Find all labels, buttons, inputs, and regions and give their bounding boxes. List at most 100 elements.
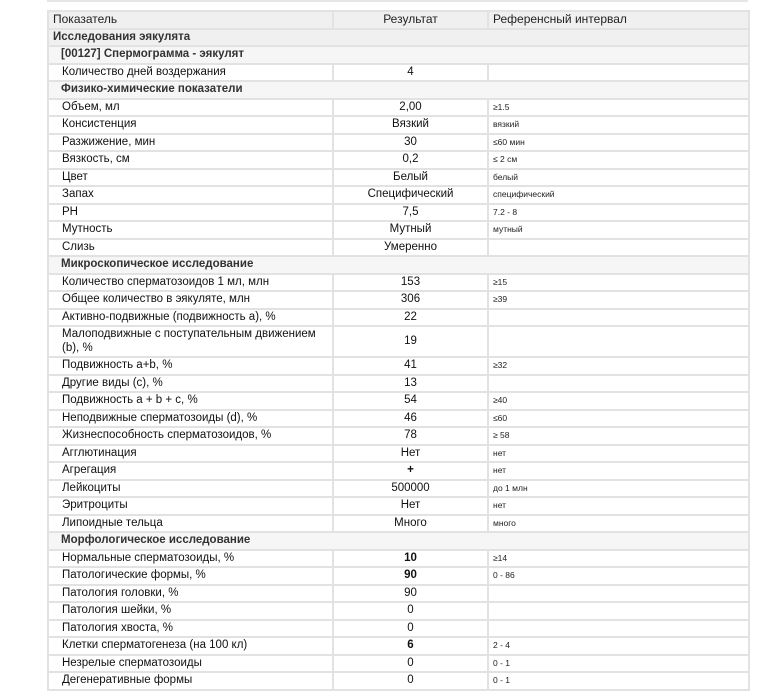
reference-interval: ≥14 (487, 548, 750, 568)
result-value: 10 (332, 548, 489, 568)
table-row: Незрелые сперматозоиды 0 0 - 1 (47, 653, 750, 673)
section-label: Исследования эякулята (47, 27, 750, 47)
indicator-name: Нормальные сперматозоиды, % (47, 548, 334, 568)
table-row: Лейкоциты 500000 до 1 млн (47, 478, 750, 498)
result-value: Умеренно (332, 237, 489, 257)
table-row: Патологические формы, % 90 0 - 86 (47, 566, 750, 586)
header-name: Показатель (47, 10, 334, 30)
table-row: Консистенция Вязкий вязкий (47, 115, 750, 135)
result-value: 500000 (332, 478, 489, 498)
result-value: 30 (332, 132, 489, 152)
indicator-name: Агрегация (47, 461, 334, 481)
table-row: Патология шейки, % 0 (47, 601, 750, 621)
indicator-name: Агглютинация (47, 443, 334, 463)
indicator-name: Неподвижные сперматозоиды (d), % (47, 408, 334, 428)
table-row: Подвижность a + b + c, % 54 ≥40 (47, 391, 750, 411)
indicator-name: Слизь (47, 237, 334, 257)
section-label: [00127] Спермограмма - эякулят (47, 45, 750, 65)
table-row: Агглютинация Нет нет (47, 443, 750, 463)
reference-interval: ≥15 (487, 272, 750, 292)
table-row: Общее количество в эякуляте, млн 306 ≥39 (47, 290, 750, 310)
section-label: Морфологическое исследование (47, 531, 750, 551)
result-value: 306 (332, 290, 489, 310)
result-value: 19 (332, 325, 489, 358)
indicator-name: Другие виды (c), % (47, 373, 334, 393)
indicator-name: Мутность (47, 220, 334, 240)
table-row: Вязкость, см 0,2 ≤ 2 см (47, 150, 750, 170)
result-value: 7,5 (332, 202, 489, 222)
indicator-name: Цвет (47, 167, 334, 187)
result-value: Нет (332, 496, 489, 516)
reference-interval: 0 - 1 (487, 671, 750, 691)
table-row: Патология головки, % 90 (47, 583, 750, 603)
indicator-name: Эритроциты (47, 496, 334, 516)
result-value: 90 (332, 566, 489, 586)
reference-interval: ≥40 (487, 391, 750, 411)
result-value: 4 (332, 62, 489, 82)
reference-interval: нет (487, 461, 750, 481)
result-value: + (332, 461, 489, 481)
result-value: 2,00 (332, 97, 489, 117)
results-table: Показатель Результат Референсный интерва… (47, 10, 750, 691)
reference-interval: ≥1.5 (487, 97, 750, 117)
table-row: Жизнеспособность сперматозоидов, % 78 ≥ 58 (47, 426, 750, 446)
reference-interval: нет (487, 443, 750, 463)
indicator-name: Разжижение, мин (47, 132, 334, 152)
result-value: 0 (332, 618, 489, 638)
reference-interval: белый (487, 167, 750, 187)
result-value: 54 (332, 391, 489, 411)
indicator-name: Общее количество в эякуляте, млн (47, 290, 334, 310)
subsection-header: Микроскопическое исследование (47, 255, 750, 275)
indicator-name: Незрелые сперматозоиды (47, 653, 334, 673)
result-value: Мутный (332, 220, 489, 240)
table-row: Разжижение, мин 30 ≤60 мин (47, 132, 750, 152)
reference-interval: ≤60 (487, 408, 750, 428)
reference-interval: ≥ 58 (487, 426, 750, 446)
indicator-name: Подвижность a + b + c, % (47, 391, 334, 411)
subsection-header: Физико-химические показатели (47, 80, 750, 100)
result-value: 0,2 (332, 150, 489, 170)
result-value: Нет (332, 443, 489, 463)
reference-interval: ≤60 мин (487, 132, 750, 152)
table-row: Запах Специфический специфический (47, 185, 750, 205)
table-row: Другие виды (c), % 13 (47, 373, 750, 393)
reference-interval (487, 62, 750, 82)
result-value: 0 (332, 601, 489, 621)
table-row: Цвет Белый белый (47, 167, 750, 187)
indicator-name: Клетки сперматогенеза (на 100 кл) (47, 636, 334, 656)
indicator-name: Малоподвижные с поступательным движением… (47, 325, 334, 358)
table-row: Эритроциты Нет нет (47, 496, 750, 516)
section-label: Микроскопическое исследование (47, 255, 750, 275)
result-value: 90 (332, 583, 489, 603)
indicator-name: Количество сперматозоидов 1 мл, млн (47, 272, 334, 292)
table-row: PH 7,5 7.2 - 8 (47, 202, 750, 222)
table-row: Объем, мл 2,00 ≥1.5 (47, 97, 750, 117)
reference-interval (487, 618, 750, 638)
result-value: Специфический (332, 185, 489, 205)
indicator-name: Патология шейки, % (47, 601, 334, 621)
reference-interval (487, 583, 750, 603)
table-row: Клетки сперматогенеза (на 100 кл) 6 2 - 4 (47, 636, 750, 656)
table-row: Патология хвоста, % 0 (47, 618, 750, 638)
table-row: Подвижность a+b, % 41 ≥32 (47, 356, 750, 376)
result-value: 6 (332, 636, 489, 656)
result-value: 41 (332, 356, 489, 376)
indicator-name: Липоидные тельца (47, 513, 334, 533)
reference-interval: много (487, 513, 750, 533)
indicator-name: Патологические формы, % (47, 566, 334, 586)
result-value: 78 (332, 426, 489, 446)
table-row: Активно-подвижные (подвижность a), % 22 (47, 307, 750, 327)
reference-interval: вязкий (487, 115, 750, 135)
result-value: 13 (332, 373, 489, 393)
table-row: Мутность Мутный мутный (47, 220, 750, 240)
table-row: Нормальные сперматозоиды, % 10 ≥14 (47, 548, 750, 568)
reference-interval (487, 601, 750, 621)
indicator-name: Лейкоциты (47, 478, 334, 498)
table-row: Слизь Умеренно (47, 237, 750, 257)
indicator-name: Консистенция (47, 115, 334, 135)
result-value: Вязкий (332, 115, 489, 135)
table-row: Дегенеративные формы 0 0 - 1 (47, 671, 750, 691)
reference-interval: 7.2 - 8 (487, 202, 750, 222)
reference-interval (487, 373, 750, 393)
indicator-name: Подвижность a+b, % (47, 356, 334, 376)
